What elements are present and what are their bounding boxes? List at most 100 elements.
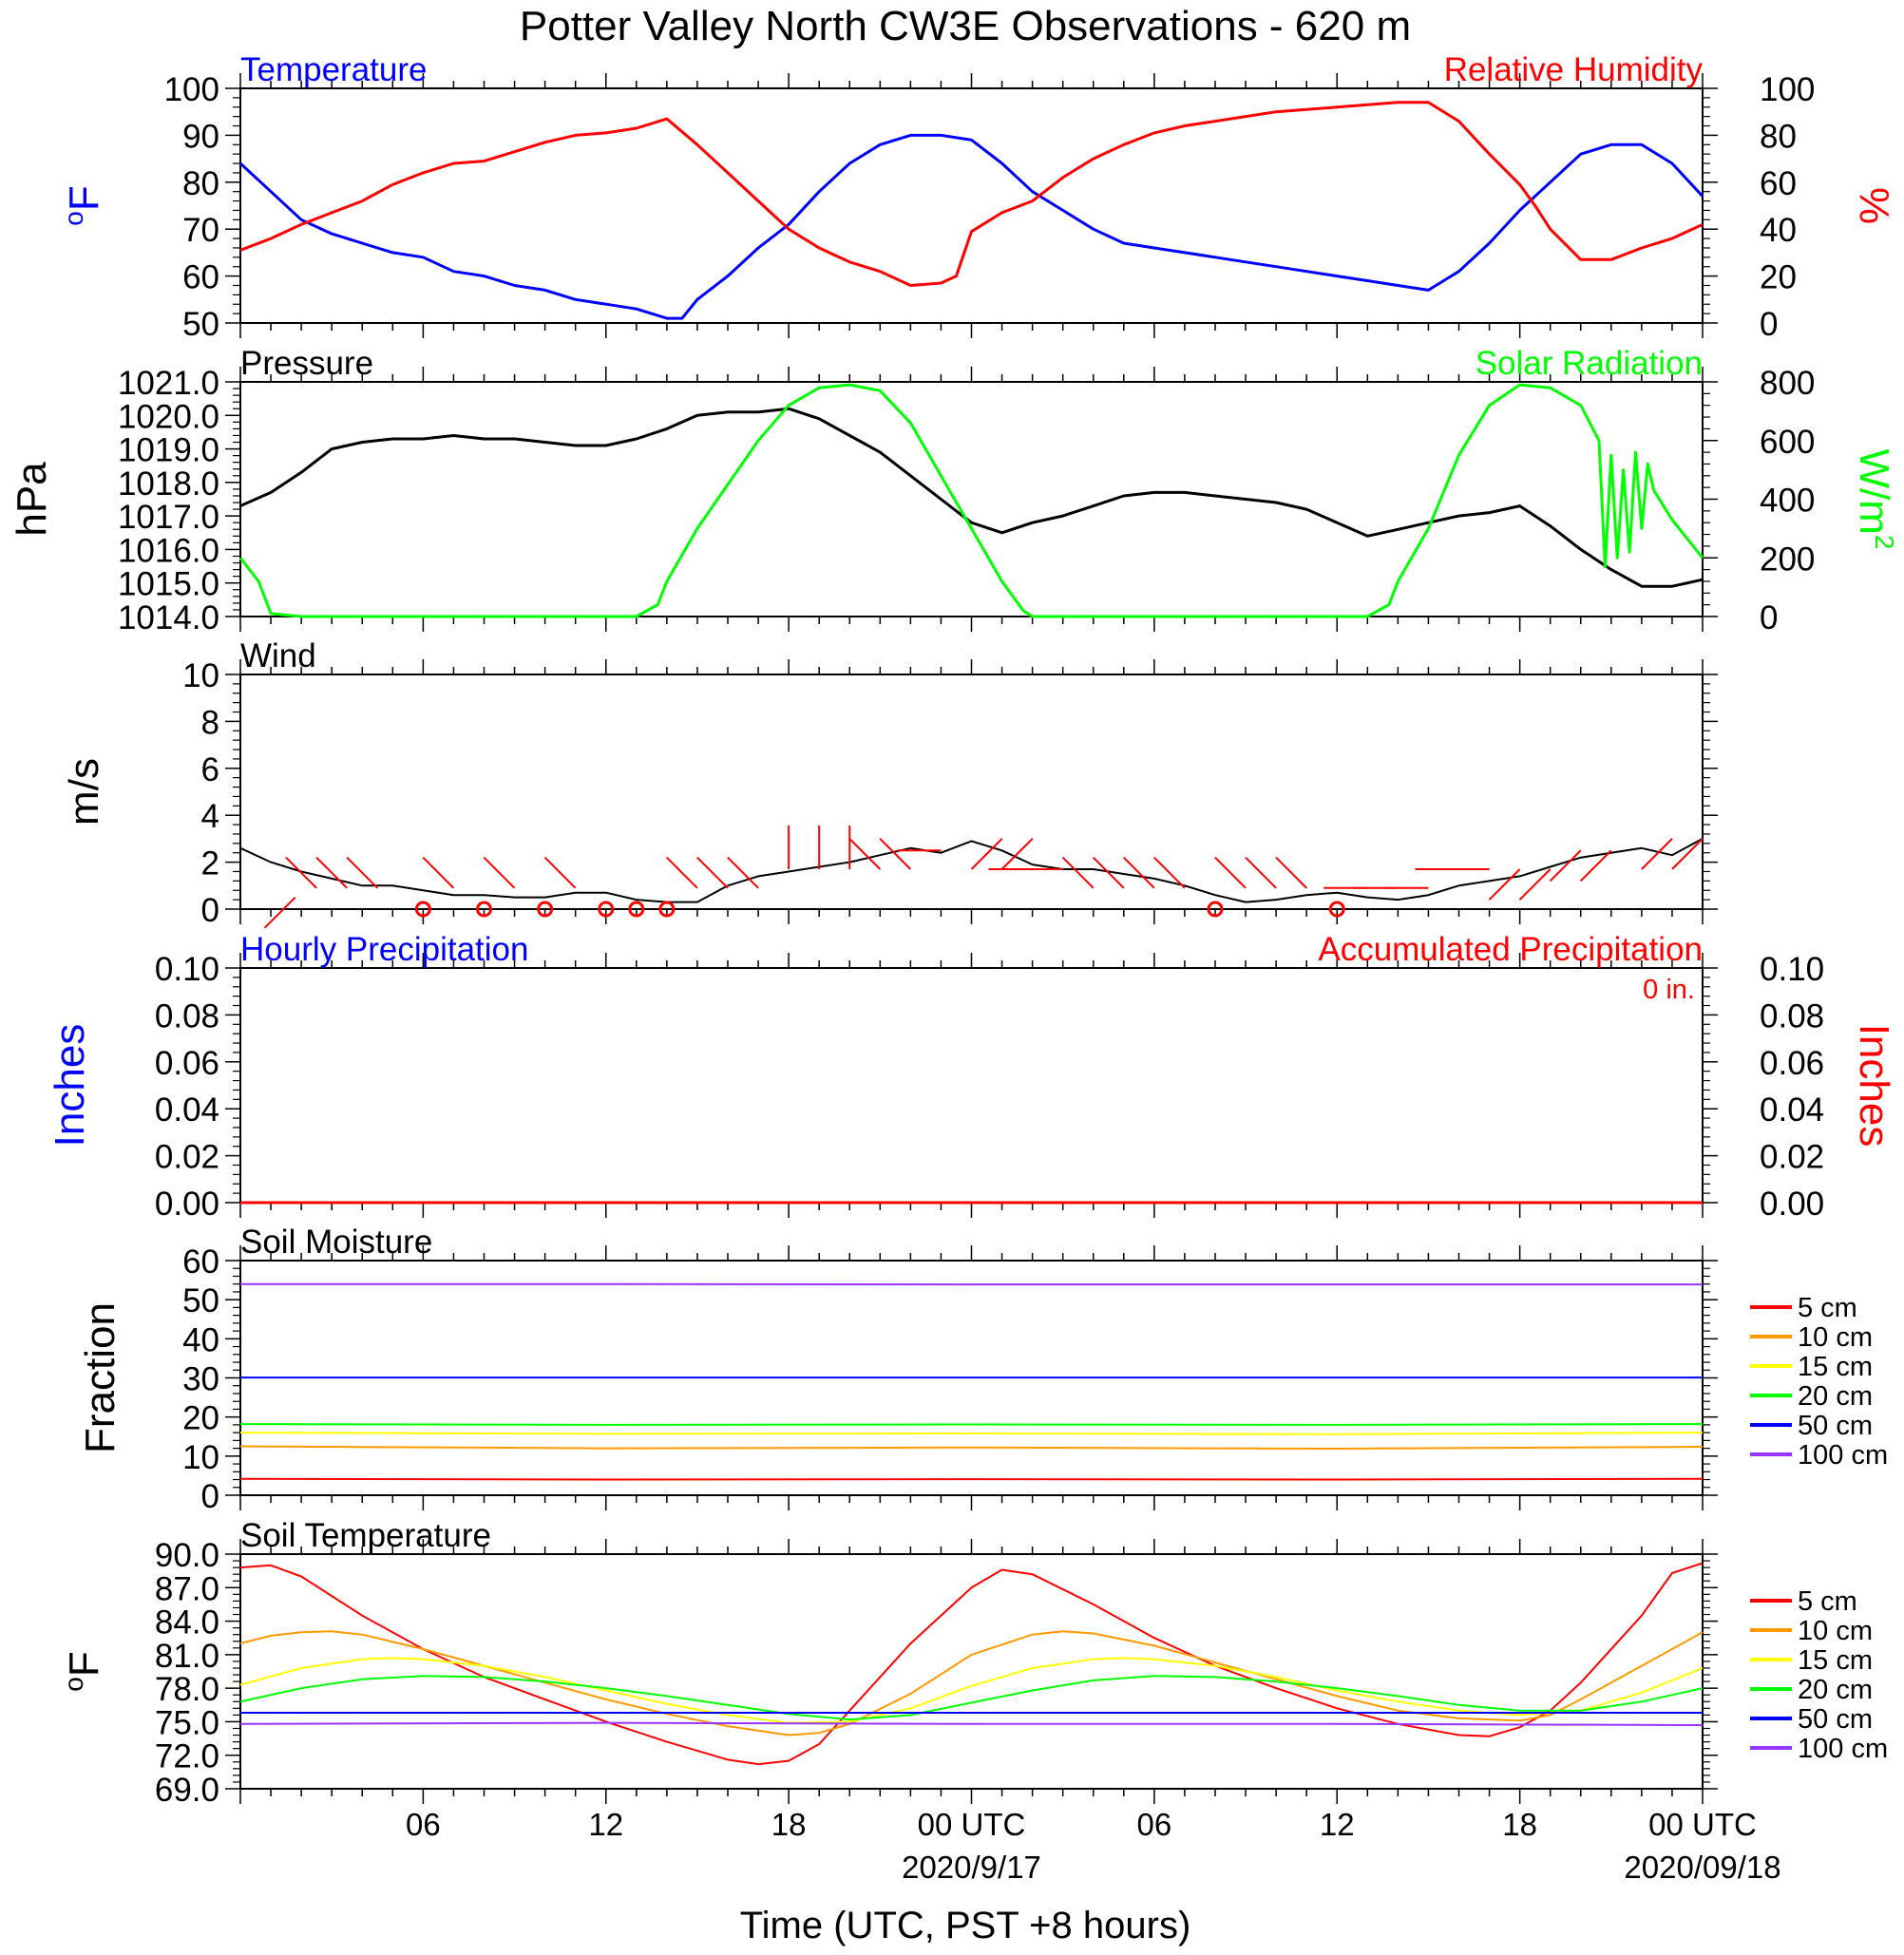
y-tick-label: 1014.0 (118, 599, 219, 636)
wind-barb (727, 856, 759, 889)
x-tick-label: 00 UTC (1648, 1807, 1757, 1842)
panel-title-right: Solar Radiation (1476, 345, 1703, 382)
panel-precip: 0.00 0.02 0.04 0.06 0.08 0.10 0.00 0.02 0.04 0.06… (47, 931, 1897, 1223)
series-15-cm (239, 1657, 1704, 1724)
y-tick-label: 0.06 (155, 1045, 219, 1082)
wind-barb (1092, 856, 1125, 889)
y-tick-label-right: 40 (1760, 212, 1797, 249)
series-temperature (238, 133, 1704, 320)
series-solar-radiation (238, 383, 1704, 618)
y-axis-label: Inches (47, 1024, 93, 1148)
y-tick-label: 75.0 (155, 1704, 219, 1741)
wind-barb (346, 856, 378, 889)
legend-label: 10 cm (1798, 1322, 1873, 1353)
series-relative-humidity (239, 101, 1704, 287)
wind-barb (696, 856, 729, 889)
y-axis-label: hPa (9, 462, 55, 537)
legend-label: 50 cm (1798, 1704, 1873, 1735)
wind-barb (422, 856, 455, 889)
y-tick-label-right: 800 (1760, 365, 1815, 402)
y-tick-label-right: 0 (1760, 599, 1778, 636)
y-tick-label-right: 60 (1760, 165, 1797, 202)
legend-label: 50 cm (1798, 1411, 1873, 1441)
y-tick-label: 20 (182, 1400, 219, 1437)
y-tick-label: 0.02 (155, 1139, 219, 1176)
y-tick-label: 4 (201, 798, 219, 835)
plot-frame (239, 674, 1704, 910)
y-tick-label: 8 (201, 704, 219, 741)
x-tick-label: 12 (588, 1807, 623, 1842)
y-tick-label-right: 400 (1760, 483, 1815, 520)
series-10-cm (239, 1630, 1704, 1737)
y-tick-label-right: 0.04 (1760, 1091, 1824, 1129)
y-tick-label: 60 (182, 1243, 219, 1281)
y-tick-label: 80 (182, 165, 219, 202)
x-axis-label: Time (UTC, PST +8 hours) (740, 1905, 1191, 1946)
wind-barb (970, 838, 1003, 870)
y-tick-label: 30 (182, 1361, 219, 1398)
legend-label: 20 cm (1798, 1675, 1873, 1705)
y-tick-label-right: 0.10 (1760, 951, 1824, 988)
y-tick-label: 1018.0 (118, 465, 219, 503)
y-tick-label: 1020.0 (118, 398, 219, 435)
y-tick-label-right: 80 (1760, 118, 1797, 155)
x-tick-label: 06 (406, 1807, 441, 1842)
wind-barb (1245, 856, 1277, 889)
x-tick-label: 06 (1137, 1807, 1172, 1842)
panel-title-left: Hourly Precipitation (240, 931, 528, 968)
y-axis-label: Inches (1851, 1024, 1897, 1148)
time-axis: 06 12 18 00 UTC 2020/9/17 06 12 18 00 UTC 2020/09… (406, 1807, 1781, 1885)
series-5-cm (239, 1562, 1704, 1766)
y-tick-label: 1019.0 (118, 432, 219, 469)
x-tick-label: 12 (1320, 1807, 1355, 1842)
series-pressure (239, 407, 1704, 588)
y-tick-label: 87.0 (155, 1570, 219, 1607)
wind-barb (879, 838, 912, 870)
panel-pressure-solar: 1014.01015.01016.01017.01018.01019.01020… (9, 345, 1899, 636)
y-tick-label: 50 (182, 306, 219, 343)
panel-title-left: Pressure (240, 345, 373, 382)
panel-title-left: Soil Moisture (240, 1224, 432, 1261)
y-tick-label: 10 (182, 657, 219, 694)
legend-label: 100 cm (1798, 1734, 1888, 1764)
wind-barb (315, 856, 348, 889)
legend-label: 20 cm (1798, 1381, 1873, 1412)
legend-label: 15 cm (1798, 1645, 1873, 1676)
panel-title-left: Soil Temperature (240, 1517, 491, 1554)
wind-barb (1153, 856, 1186, 889)
panel-title-right: Relative Humidity (1444, 51, 1704, 88)
wind-barb (483, 856, 516, 889)
y-tick-label: 50 (182, 1282, 219, 1319)
wind-barb (1671, 838, 1704, 870)
y-tick-label-right: 200 (1760, 541, 1815, 578)
y-tick-label: 100 (164, 71, 219, 108)
y-tick-label: 0.00 (155, 1186, 219, 1223)
wind-barb (848, 838, 882, 870)
y-axis-label: oF (59, 1651, 107, 1691)
y-tick-label-right: 0.08 (1760, 997, 1824, 1034)
panel-title-left: Wind (240, 637, 316, 674)
wind-barb (1122, 856, 1155, 889)
y-tick-label: 1015.0 (118, 566, 219, 603)
y-axis-label: % (1851, 187, 1897, 224)
series-15-cm (239, 1432, 1704, 1435)
panel-title-right: Accumulated Precipitation (1318, 931, 1703, 968)
y-tick-label-right: 20 (1760, 259, 1797, 296)
y-tick-label: 0.04 (155, 1091, 219, 1129)
wind-barb-calm (1328, 901, 1345, 918)
series-5-cm (239, 1477, 1704, 1481)
x-date-label: 2020/09/18 (1624, 1850, 1780, 1885)
series-wind (239, 838, 1704, 903)
legend-label: 5 cm (1798, 1293, 1857, 1323)
wind-barb (1214, 856, 1247, 889)
y-tick-label-right: 0 (1760, 306, 1778, 343)
y-tick-label: 72.0 (155, 1738, 219, 1775)
wind-barb-calm (537, 901, 554, 918)
y-tick-label-right: 0.06 (1760, 1045, 1824, 1082)
wind-barb (1061, 856, 1095, 889)
wind-barb-calm (598, 901, 615, 918)
y-tick-label: 0.10 (155, 951, 219, 988)
y-axis-label: oF (59, 185, 107, 225)
